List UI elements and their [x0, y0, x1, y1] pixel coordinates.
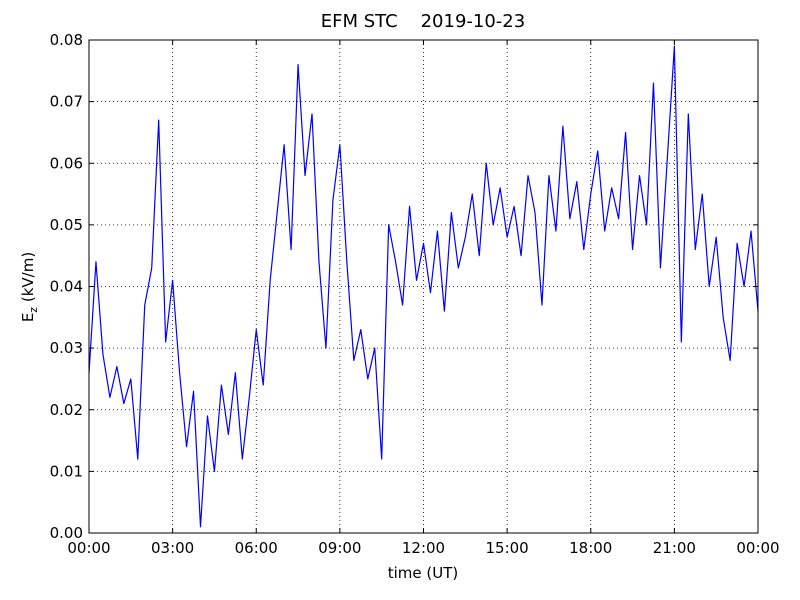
x-tick-label: 06:00: [235, 539, 278, 557]
y-tick-label: 0.04: [50, 278, 83, 296]
x-tick-label: 00:00: [67, 539, 110, 557]
x-tick-label: 18:00: [569, 539, 612, 557]
y-tick-label: 0.07: [50, 93, 83, 111]
y-tick-label: 0.06: [50, 154, 83, 172]
y-axis-label: Ez (kV/m): [19, 252, 40, 322]
y-label-rest: (kV/m): [19, 252, 37, 307]
x-tick-label: 00:00: [736, 539, 779, 557]
x-tick-label: 03:00: [151, 539, 194, 557]
x-tick-label: 12:00: [402, 539, 445, 557]
plot-frame: [88, 39, 759, 534]
y-tick-label: 0.08: [50, 31, 83, 49]
y-label-main: E: [19, 313, 37, 322]
chart-title: EFM STC 2019-10-23: [321, 11, 525, 32]
y-tick-label: 0.02: [50, 401, 83, 419]
x-tick-label: 21:00: [653, 539, 696, 557]
y-tick-label: 0.01: [50, 462, 83, 480]
x-tick-label: 09:00: [318, 539, 361, 557]
y-label-sub: z: [27, 307, 40, 313]
x-tick-label: 15:00: [486, 539, 529, 557]
data-line: [88, 45, 759, 528]
y-tick-label: 0.00: [50, 524, 83, 542]
y-tick-label: 0.05: [50, 216, 83, 234]
x-axis-label: time (UT): [388, 564, 459, 582]
y-tick-label: 0.03: [50, 339, 83, 357]
